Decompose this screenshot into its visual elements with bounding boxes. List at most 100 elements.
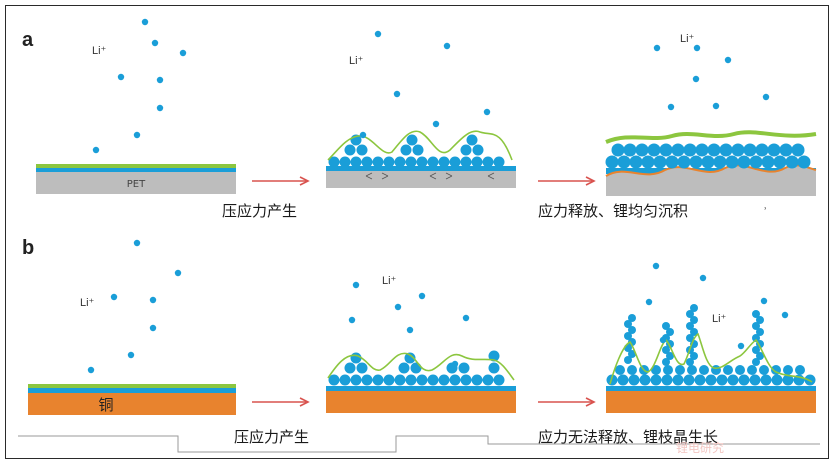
lithium-sphere [611, 143, 625, 157]
li-ion [659, 336, 667, 344]
lithium-sphere [795, 365, 805, 375]
lithium-sphere [628, 374, 640, 386]
lithium-dendrite [686, 322, 694, 330]
lithium-sphere [773, 155, 787, 169]
li-ion-label: Li⁺ [92, 45, 107, 57]
li-ion [406, 326, 414, 334]
lithium-sphere [466, 134, 478, 146]
lithium-sphere [627, 365, 637, 375]
lithium-sphere [650, 374, 662, 386]
lithium-sphere [372, 374, 384, 386]
copper-substrate [28, 393, 236, 415]
lithium-sphere [731, 143, 745, 157]
li-ion [374, 30, 382, 38]
lithium-sphere [427, 156, 439, 168]
baseline-artifact [18, 435, 820, 453]
lithium-dendrite [686, 310, 694, 318]
li-ion [117, 73, 125, 81]
lithium-sphere [412, 144, 424, 156]
lithium-sphere [344, 144, 356, 156]
lithium-sphere [350, 374, 362, 386]
lithium-sphere [617, 374, 629, 386]
li-ion [443, 42, 451, 50]
stray-mark: ˒ [764, 204, 767, 215]
li-ion [141, 18, 149, 26]
lithium-sphere [755, 143, 769, 157]
copper-substrate [326, 391, 516, 413]
lithium-sphere [629, 155, 643, 169]
li-ion-group [653, 44, 770, 111]
lithium-sphere [760, 374, 772, 386]
li-ion [724, 56, 732, 64]
lithium-dendrite [752, 346, 760, 354]
lithium-sphere [661, 374, 673, 386]
li-ion [348, 316, 356, 324]
lithium-sphere [779, 143, 793, 157]
li-ion [352, 281, 360, 289]
lithium-sphere [672, 374, 684, 386]
lithium-dendrite [628, 314, 636, 322]
sei-cracked-line [609, 332, 813, 385]
lithium-sphere [701, 155, 715, 169]
li-ion [462, 314, 470, 322]
process-arrow [252, 397, 310, 407]
process-arrow [538, 176, 596, 186]
lithium-sphere [705, 374, 717, 386]
lithium-dendrite [752, 358, 760, 366]
lithium-sphere [356, 362, 368, 374]
lithium-sphere [410, 362, 422, 374]
panel-b-stage-1: 铜 Li⁺ [28, 239, 236, 415]
lithium-sphere [727, 374, 739, 386]
lithium-dendrite [628, 326, 636, 334]
li-ion [712, 102, 720, 110]
lithium-sphere [651, 365, 661, 375]
copper-substrate-label: 铜 [98, 396, 113, 414]
li-ion [652, 262, 660, 270]
lithium-sphere [713, 155, 727, 169]
lithium-film [326, 166, 516, 171]
caption-compressive-stress: 压应力产生 [222, 202, 297, 220]
lithium-sphere [699, 365, 709, 375]
caption-compressive-stress: 压应力产生 [234, 428, 309, 446]
lithium-sphere [400, 144, 412, 156]
lithium-sphere [719, 143, 733, 157]
lithium-dendrite [690, 352, 698, 360]
lithium-sphere [677, 155, 691, 169]
lithium-sphere [716, 374, 728, 386]
lithium-dendrite [756, 316, 764, 324]
li-ion [149, 324, 157, 332]
pet-substrate [326, 171, 516, 188]
lithium-sphere [653, 155, 667, 169]
lithium-sphere [394, 374, 406, 386]
lithium-sphere [605, 155, 619, 169]
uniform-lithium-layer [605, 143, 811, 169]
li-ion [737, 342, 745, 350]
lithium-sphere [458, 362, 470, 374]
lithium-sphere [747, 365, 757, 375]
panel-a-stage-2: Li⁺ [326, 30, 516, 188]
panel-label-b: b [22, 237, 34, 259]
li-ion [781, 311, 789, 319]
lithium-sphere [695, 143, 709, 157]
lithium-sphere [783, 365, 793, 375]
stress-arrows [365, 172, 495, 180]
lithium-sphere [328, 156, 340, 168]
lithium-deposit-cluster [328, 350, 505, 386]
li-ion [483, 108, 491, 116]
lithium-dendrite [666, 352, 674, 360]
lithium-sphere [460, 144, 472, 156]
li-ion-group [348, 281, 470, 368]
lithium-sphere [449, 156, 461, 168]
lithium-dendrite [686, 358, 694, 366]
lithium-sphere [723, 365, 733, 375]
lithium-sphere [350, 156, 362, 168]
li-ion-label: Li⁺ [680, 33, 695, 45]
lithium-sphere [737, 155, 751, 169]
li-ion [432, 120, 440, 128]
pet-substrate-label: PET [127, 179, 146, 190]
lithium-sphere [406, 134, 418, 146]
li-ion [693, 44, 701, 52]
lithium-dendrite-cluster [606, 304, 816, 386]
sei-layer [36, 164, 236, 168]
